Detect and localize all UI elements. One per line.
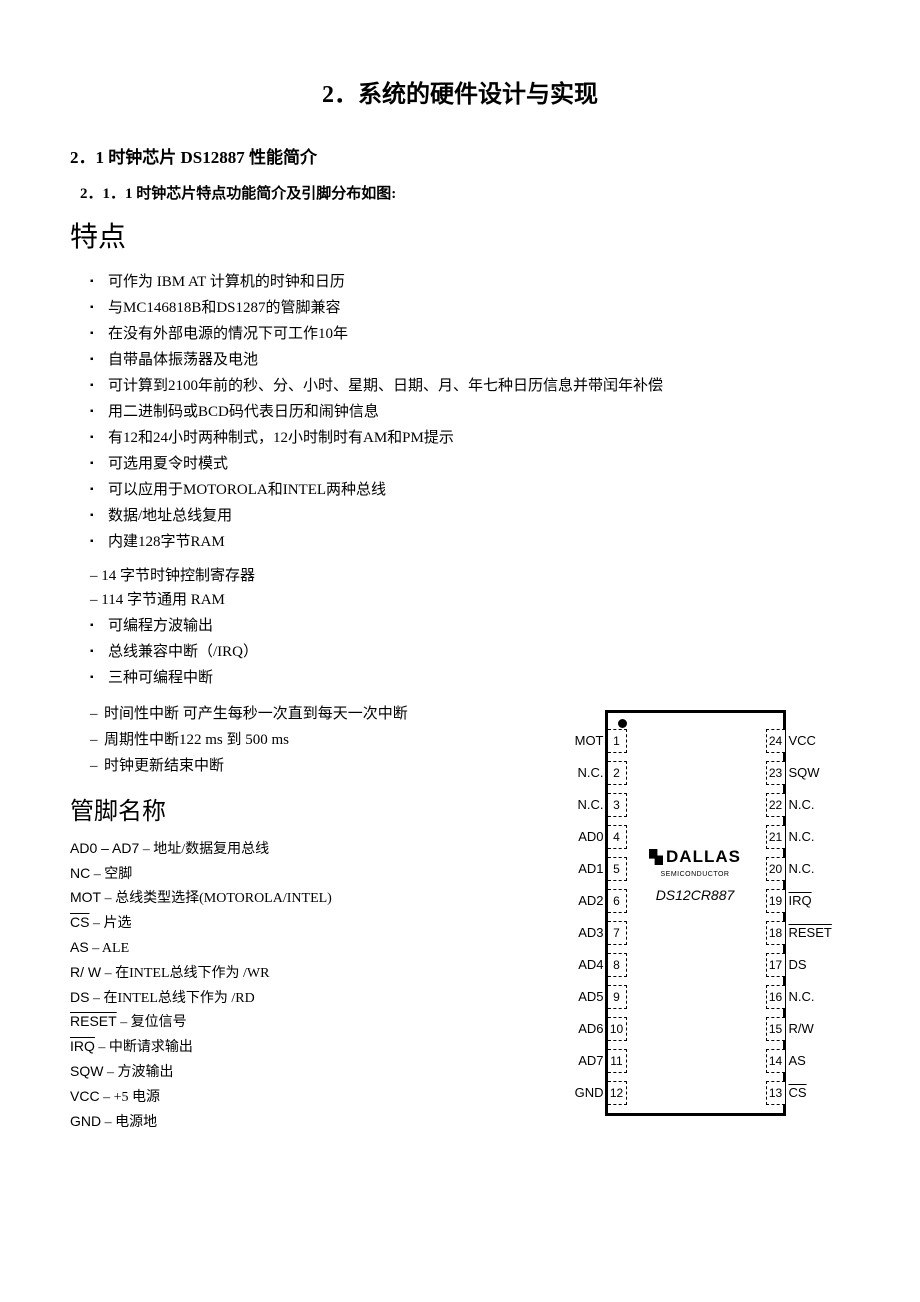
section-title: 2．1 时钟芯片 DS12887 性能简介: [70, 144, 850, 171]
ram-lines: – 14 字节时钟控制寄存器– 114 字节通用 RAM: [70, 564, 850, 612]
feature-item: 用二进制码或BCD码代表日历和闹钟信息: [90, 400, 850, 424]
feature-item: 总线兼容中断（/IRQ）: [90, 640, 850, 664]
feature-item: 内建128字节RAM: [90, 530, 850, 554]
feature-item: 可计算到2100年前的秒、分、小时、星期、日期、月、年七种日历信息并带闰年补偿: [90, 374, 850, 398]
chip-pin-left: AD610: [560, 1017, 627, 1041]
chip-pin-left: AD04: [560, 825, 627, 849]
chip-pin-right: 23SQW: [766, 761, 833, 785]
chip-pin-left: AD711: [560, 1049, 627, 1073]
pin-def-row: R/ W – 在INTEL总线下作为 /WR: [70, 961, 520, 986]
subsection-title: 2．1．1 时钟芯片特点功能简介及引脚分布如图:: [80, 182, 850, 206]
feature-item: 可选用夏令时模式: [90, 452, 850, 476]
feature-list-2: 可编程方波输出总线兼容中断（/IRQ）三种可编程中断: [70, 614, 850, 690]
feature-item: 在没有外部电源的情况下可工作10年: [90, 322, 850, 346]
chip-pin-left: GND12: [560, 1081, 627, 1105]
chip-pin-right: 19IRQ: [766, 889, 833, 913]
ram-line: – 14 字节时钟控制寄存器: [90, 564, 850, 588]
pin-def-row: DS – 在INTEL总线下作为 /RD: [70, 986, 520, 1011]
chip-pin-right: 17DS: [766, 953, 833, 977]
chip-pin-right: 21N.C.: [766, 825, 833, 849]
pin-def-row: GND – 电源地: [70, 1110, 520, 1135]
ram-line: – 114 字节通用 RAM: [90, 588, 850, 612]
chip-pin-right: 16N.C.: [766, 985, 833, 1009]
chip-pin-right: 18RESET: [766, 921, 833, 945]
chip-pin-left: AD37: [560, 921, 627, 945]
pin-def-row: IRQ – 中断请求输出: [70, 1035, 520, 1060]
feature-list-1: 可作为 IBM AT 计算机的时钟和日历与MC146818B和DS1287的管脚…: [70, 270, 850, 554]
interrupt-item: 周期性中断122 ms 到 500 ms: [90, 728, 520, 752]
pin-def-row: CS – 片选: [70, 911, 520, 936]
chip-pin-right: 24VCC: [766, 729, 833, 753]
chip-pin-right: 22N.C.: [766, 793, 833, 817]
chip-pin-right: 15R/W: [766, 1017, 833, 1041]
pin-def-row: RESET – 复位信号: [70, 1010, 520, 1035]
chip-pin-left: AD48: [560, 953, 627, 977]
feature-item: 可作为 IBM AT 计算机的时钟和日历: [90, 270, 850, 294]
feature-item: 可编程方波输出: [90, 614, 850, 638]
pin-def-row: VCC – +5 电源: [70, 1085, 520, 1110]
feature-item: 自带晶体振荡器及电池: [90, 348, 850, 372]
pin-def-row: MOT – 总线类型选择(MOTOROLA/INTEL): [70, 886, 520, 911]
chip-pin-right: 13CS: [766, 1081, 833, 1105]
feature-item: 可以应用于MOTOROLA和INTEL两种总线: [90, 478, 850, 502]
features-heading: 特点: [70, 216, 850, 261]
chapter-title: 2．系统的硬件设计与实现: [70, 76, 850, 114]
dallas-logo-icon: [649, 849, 663, 865]
chip-pin-right: 14AS: [766, 1049, 833, 1073]
chip-pin-left: N.C.3: [560, 793, 627, 817]
chip-pin-left: AD59: [560, 985, 627, 1009]
pin-definitions: AD0 – AD7 – 地址/数据复用总线NC – 空脚MOT – 总线类型选择…: [70, 837, 520, 1135]
pin-def-row: SQW – 方波输出: [70, 1060, 520, 1085]
interrupt-list: 时间性中断 可产生每秒一次直到每天一次中断周期性中断122 ms 到 500 m…: [70, 702, 520, 778]
chip-pinout-diagram: DALLAS SEMICONDUCTOR DS12CR887 MOT1 N.C.2…: [540, 710, 850, 1116]
feature-item: 三种可编程中断: [90, 666, 850, 690]
interrupt-item: 时间性中断 可产生每秒一次直到每天一次中断: [90, 702, 520, 726]
pin-def-row: AD0 – AD7 – 地址/数据复用总线: [70, 837, 520, 862]
chip-pin-left: AD26: [560, 889, 627, 913]
feature-item: 数据/地址总线复用: [90, 504, 850, 528]
pin-def-row: NC – 空脚: [70, 862, 520, 887]
pin-def-row: AS – ALE: [70, 936, 520, 961]
chip-pin-left: AD15: [560, 857, 627, 881]
chip-pin-left: N.C.2: [560, 761, 627, 785]
pins-heading: 管脚名称: [70, 793, 520, 831]
chip-logo: DALLAS SEMICONDUCTOR DS12CR887: [608, 843, 783, 906]
chip-pin-right: 20N.C.: [766, 857, 833, 881]
feature-item: 有12和24小时两种制式，12小时制时有AM和PM提示: [90, 426, 850, 450]
pin1-dot: [618, 719, 627, 728]
feature-item: 与MC146818B和DS1287的管脚兼容: [90, 296, 850, 320]
chip-pin-left: MOT1: [560, 729, 627, 753]
interrupt-item: 时钟更新结束中断: [90, 754, 520, 778]
